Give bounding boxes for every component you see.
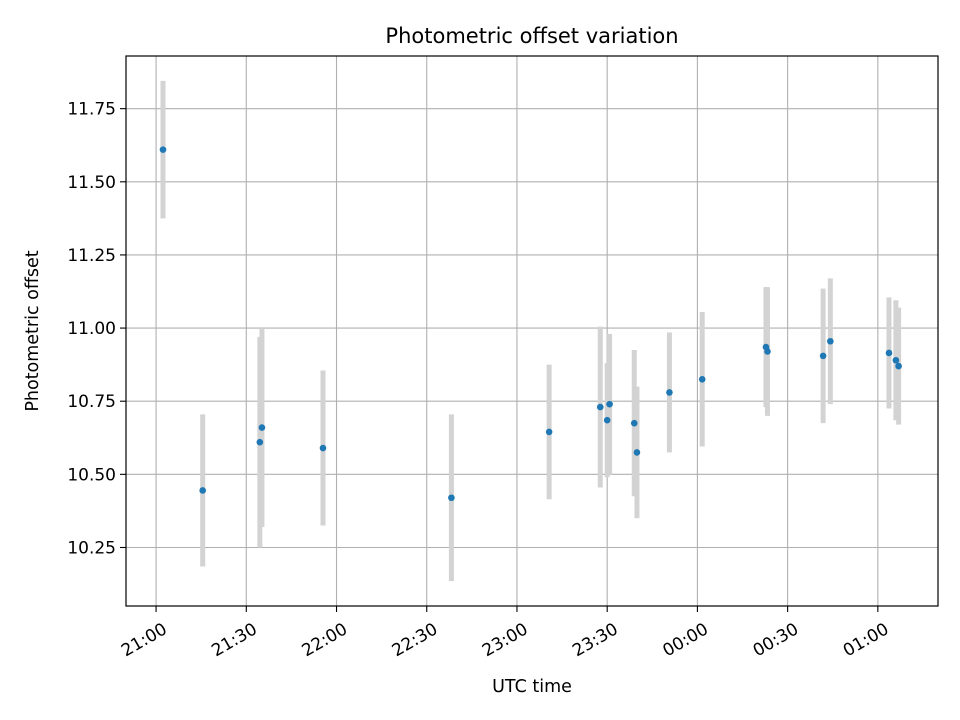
plot-frame	[125, 55, 939, 607]
data-point	[258, 424, 266, 431]
data-point	[698, 375, 706, 383]
y-tick-label: 10.75	[67, 392, 116, 412]
data-point	[633, 449, 641, 456]
x-axis-label: UTC time	[492, 677, 572, 697]
y-tick-label: 11.75	[67, 100, 116, 120]
data-point	[199, 487, 206, 494]
data-point	[448, 494, 455, 502]
data-point	[630, 419, 638, 427]
data-point	[819, 352, 827, 360]
data-point	[545, 428, 553, 436]
y-tick-label: 11.50	[67, 173, 116, 193]
data-point	[603, 416, 611, 424]
data-point	[764, 348, 771, 355]
data-point	[885, 349, 893, 357]
y-tick-label: 10.50	[67, 465, 116, 485]
data-points	[159, 146, 902, 502]
data-point	[319, 444, 327, 452]
data-point	[666, 389, 673, 396]
data-point	[895, 362, 902, 370]
chart-title: Photometric offset variation	[385, 24, 678, 48]
data-point	[596, 403, 604, 411]
data-point	[606, 400, 613, 408]
y-tick-label: 11.00	[67, 319, 116, 339]
data-point	[256, 438, 264, 446]
y-axis-label: Photometric offset	[23, 250, 43, 411]
data-point	[159, 146, 167, 153]
y-tick-label: 11.25	[67, 246, 116, 266]
y-tick-label: 10.25	[67, 538, 116, 558]
data-point	[827, 337, 834, 345]
data-point	[892, 356, 900, 364]
